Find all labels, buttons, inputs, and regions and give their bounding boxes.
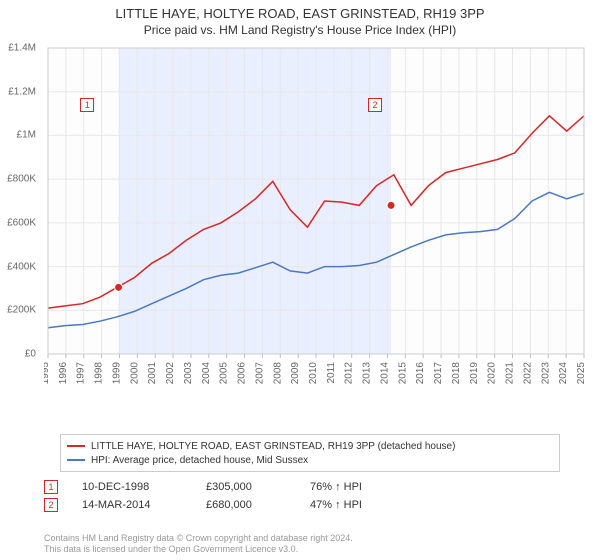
legend-swatch: [67, 445, 85, 447]
y-axis-labels: £0 £200K £400K £600K £800K £1M £1.2M £1.4M: [0, 44, 40, 404]
chart-subtitle: Price paid vs. HM Land Registry's House …: [0, 23, 600, 37]
svg-text:1998: 1998: [94, 362, 105, 385]
svg-text:2014: 2014: [379, 362, 390, 385]
svg-text:2012: 2012: [344, 362, 355, 385]
svg-text:2001: 2001: [147, 362, 158, 385]
y-tick-label: £600K: [7, 217, 36, 228]
transaction-marker: 1: [44, 480, 58, 494]
svg-text:2007: 2007: [254, 362, 265, 385]
svg-text:2006: 2006: [237, 362, 248, 385]
y-tick-label: £400K: [7, 261, 36, 272]
transaction-price: £680,000: [206, 499, 286, 511]
svg-text:1996: 1996: [58, 362, 69, 385]
svg-text:2005: 2005: [219, 362, 230, 385]
svg-text:2025: 2025: [576, 362, 587, 385]
chart-title: LITTLE HAYE, HOLTYE ROAD, EAST GRINSTEAD…: [0, 6, 600, 21]
svg-text:2009: 2009: [290, 362, 301, 385]
transactions-block: 1 10-DEC-1998 £305,000 76% ↑ HPI 2 14-MAR-201…: [44, 478, 420, 514]
svg-text:2023: 2023: [540, 362, 551, 385]
transaction-row: 2 14-MAR-2014 £680,000 47% ↑ HPI: [44, 496, 420, 514]
legend-row: LITTLE HAYE, HOLTYE ROAD, EAST GRINSTEAD…: [67, 439, 553, 453]
svg-text:2013: 2013: [362, 362, 373, 385]
svg-text:1997: 1997: [76, 362, 87, 385]
y-tick-label: £0: [25, 349, 36, 360]
legend: LITTLE HAYE, HOLTYE ROAD, EAST GRINSTEAD…: [60, 434, 560, 472]
footer: Contains HM Land Registry data © Crown c…: [44, 533, 353, 556]
svg-text:2017: 2017: [433, 362, 444, 385]
legend-label: HPI: Average price, detached house, Mid …: [91, 455, 308, 466]
svg-text:2021: 2021: [505, 362, 516, 385]
svg-text:1999: 1999: [111, 362, 122, 385]
svg-text:2018: 2018: [451, 362, 462, 385]
title-block: LITTLE HAYE, HOLTYE ROAD, EAST GRINSTEAD…: [0, 0, 600, 37]
footer-line2: This data is licensed under the Open Gov…: [44, 544, 353, 556]
svg-text:2010: 2010: [308, 362, 319, 385]
svg-text:2020: 2020: [487, 362, 498, 385]
marker-callout: 2: [368, 98, 382, 112]
transaction-marker: 2: [44, 498, 58, 512]
y-tick-label: £1.2M: [8, 86, 36, 97]
y-tick-label: £200K: [7, 305, 36, 316]
svg-text:2016: 2016: [415, 362, 426, 385]
transaction-row: 1 10-DEC-1998 £305,000 76% ↑ HPI: [44, 478, 420, 496]
y-tick-label: £800K: [7, 174, 36, 185]
transaction-price: £305,000: [206, 481, 286, 493]
chart-svg: 1995 1996 1997 1998 1999 2000 2001 2002 2003 2004…: [44, 44, 592, 404]
legend-label: LITTLE HAYE, HOLTYE ROAD, EAST GRINSTEAD…: [91, 441, 455, 452]
y-tick-label: £1M: [17, 130, 36, 141]
chart-plot: 1995 1996 1997 1998 1999 2000 2001 2002 2003 2004…: [44, 44, 592, 404]
legend-row: HPI: Average price, detached house, Mid …: [67, 453, 553, 467]
transaction-date: 14-MAR-2014: [82, 499, 182, 511]
transaction-pct: 47% ↑ HPI: [310, 499, 420, 511]
svg-text:2004: 2004: [201, 362, 212, 385]
svg-text:1995: 1995: [44, 362, 51, 385]
footer-line1: Contains HM Land Registry data © Crown c…: [44, 533, 353, 545]
svg-text:2003: 2003: [183, 362, 194, 385]
svg-text:2024: 2024: [558, 362, 569, 385]
chart-container: LITTLE HAYE, HOLTYE ROAD, EAST GRINSTEAD…: [0, 0, 600, 560]
svg-text:2015: 2015: [397, 362, 408, 385]
svg-text:2000: 2000: [129, 362, 140, 385]
marker-callout: 1: [80, 98, 94, 112]
svg-text:2019: 2019: [469, 362, 480, 385]
svg-text:2011: 2011: [326, 362, 337, 384]
transaction-date: 10-DEC-1998: [82, 481, 182, 493]
transaction-pct: 76% ↑ HPI: [310, 481, 420, 493]
svg-text:2022: 2022: [522, 362, 533, 385]
y-tick-label: £1.4M: [8, 43, 36, 54]
svg-text:2002: 2002: [165, 362, 176, 385]
legend-swatch: [67, 459, 85, 461]
svg-text:2008: 2008: [272, 362, 283, 385]
